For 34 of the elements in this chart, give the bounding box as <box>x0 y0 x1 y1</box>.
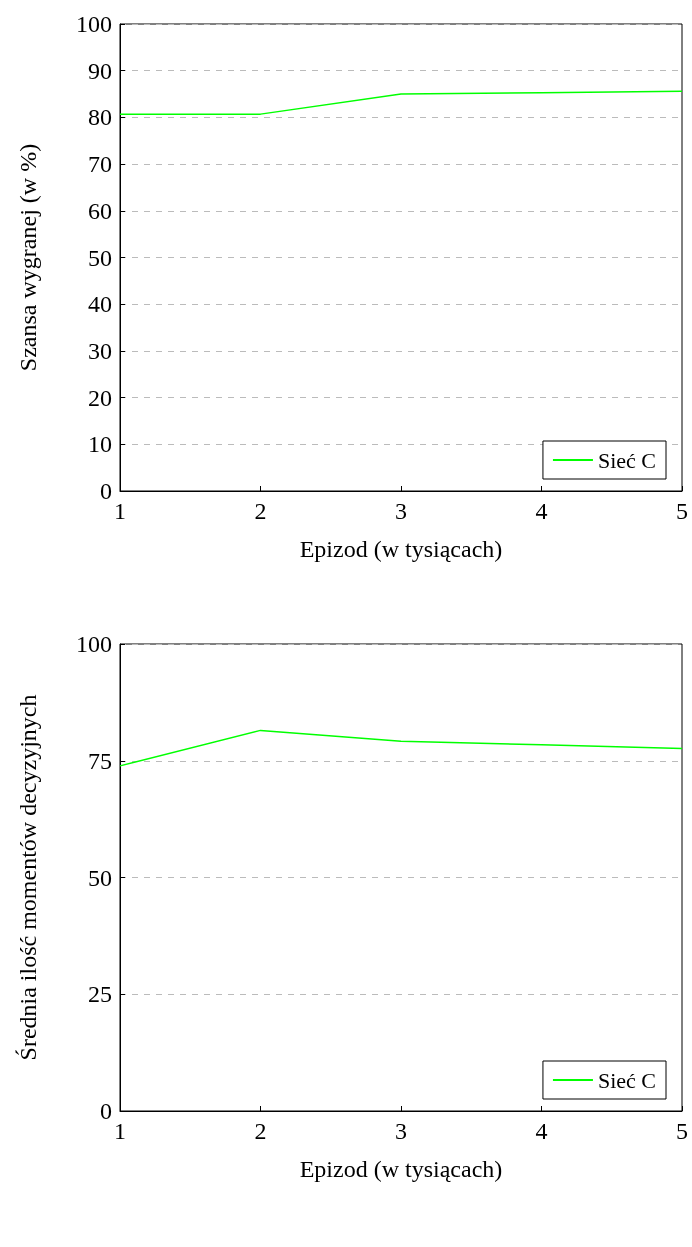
y-tick-label: 100 <box>76 11 112 37</box>
y-tick-label: 70 <box>88 151 112 178</box>
y-tick-label: 80 <box>88 104 112 131</box>
y-tick-label: 20 <box>88 384 112 411</box>
line-series <box>119 90 683 115</box>
y-tick-label: 25 <box>88 981 112 1008</box>
x-tick-label: 3 <box>395 1118 407 1144</box>
y-axis-title: Szansa wygranej (w %) <box>15 143 41 372</box>
legend-label: Sieć C <box>597 447 657 473</box>
y-tick-label: 50 <box>88 864 112 891</box>
x-tick-label: 4 <box>535 1118 548 1144</box>
x-tick-label: 3 <box>395 498 407 524</box>
y-tick-label: 100 <box>76 631 112 657</box>
y-tick-label: 50 <box>88 244 112 271</box>
x-tick-label: 2 <box>254 1118 267 1144</box>
line-series <box>119 729 683 767</box>
x-tick-label: 1 <box>114 1118 126 1144</box>
x-axis-title: Epizod (w tysiącach) <box>299 536 503 562</box>
y-tick-label: 90 <box>88 57 112 84</box>
y-tick-label: 0 <box>100 1098 112 1124</box>
y-tick-label: 40 <box>88 291 112 318</box>
y-tick-label: 10 <box>88 431 112 458</box>
y-tick-label: 0 <box>100 478 112 504</box>
x-tick-label: 1 <box>114 498 126 524</box>
y-tick-label: 30 <box>88 337 112 364</box>
x-tick-label: 2 <box>254 498 267 524</box>
x-tick-label: 4 <box>535 498 548 524</box>
x-tick-label: 5 <box>676 1118 688 1144</box>
y-tick-label: 75 <box>88 747 112 774</box>
x-axis-title: Epizod (w tysiącach) <box>299 1156 503 1182</box>
x-tick-label: 5 <box>676 498 688 524</box>
legend-label: Sieć C <box>597 1067 657 1093</box>
y-tick-label: 60 <box>88 197 112 224</box>
y-axis-title: Średnia ilość momentów decyzyjnych <box>15 694 41 1061</box>
